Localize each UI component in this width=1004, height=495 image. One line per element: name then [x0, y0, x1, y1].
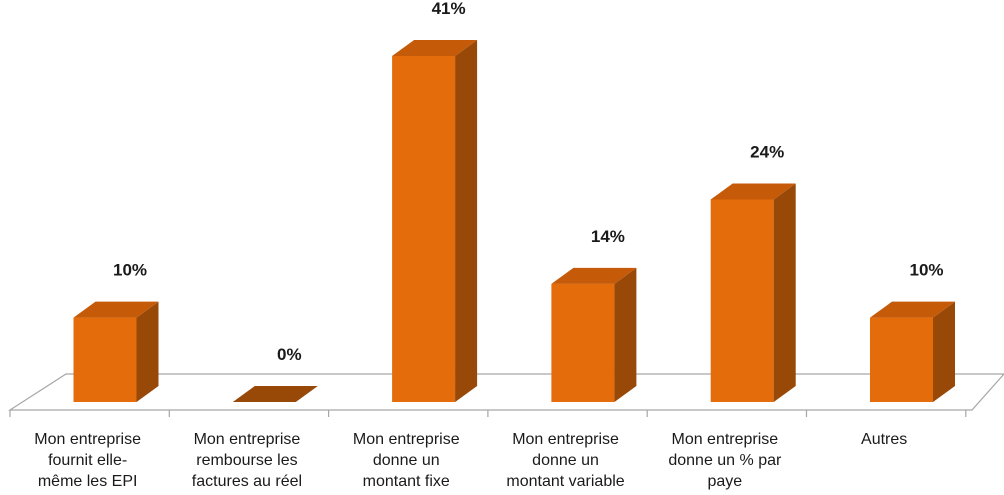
- data-label: 10%: [909, 261, 943, 280]
- category-labels-group: Mon entreprise fournit elle-même les EPI M…: [34, 431, 907, 490]
- bar-side: [774, 183, 796, 402]
- bar-side: [933, 302, 955, 402]
- bar-side: [455, 40, 477, 402]
- bar-front: [74, 318, 137, 402]
- data-label: 10%: [113, 261, 147, 280]
- value-labels-group: 10% 0% 41% 14% 24% 10%: [113, 0, 944, 364]
- bar-front: [870, 318, 933, 402]
- category-label: Mon entreprise fournit elle-même les EPI: [34, 431, 141, 490]
- bars-group: [74, 40, 956, 402]
- bar-side: [137, 302, 159, 402]
- floor-outline: [10, 374, 1004, 410]
- bar-front: [551, 284, 614, 402]
- category-label: Mon entreprise donne un % par paye: [668, 431, 782, 490]
- bar: [392, 40, 477, 402]
- category-label: Mon entreprise donne un montant variable: [506, 431, 624, 490]
- category-label: Mon entreprise donne un montant fixe: [353, 431, 460, 490]
- data-label: 14%: [591, 227, 625, 246]
- data-label: 0%: [277, 345, 302, 364]
- bar-top: [233, 386, 318, 402]
- bar-side: [614, 268, 636, 402]
- bar: [74, 302, 159, 402]
- data-label: 24%: [750, 142, 784, 161]
- data-label: 41%: [432, 0, 466, 18]
- category-label: Autres: [861, 431, 907, 448]
- bar-front: [711, 199, 774, 402]
- chart-floor: [10, 374, 1004, 417]
- category-label: Mon entreprise rembourse les factures au r…: [192, 431, 302, 490]
- bar: [711, 183, 796, 402]
- bar: [233, 386, 318, 402]
- bar: [551, 268, 636, 402]
- bar: [870, 302, 955, 402]
- bar-front: [392, 56, 455, 402]
